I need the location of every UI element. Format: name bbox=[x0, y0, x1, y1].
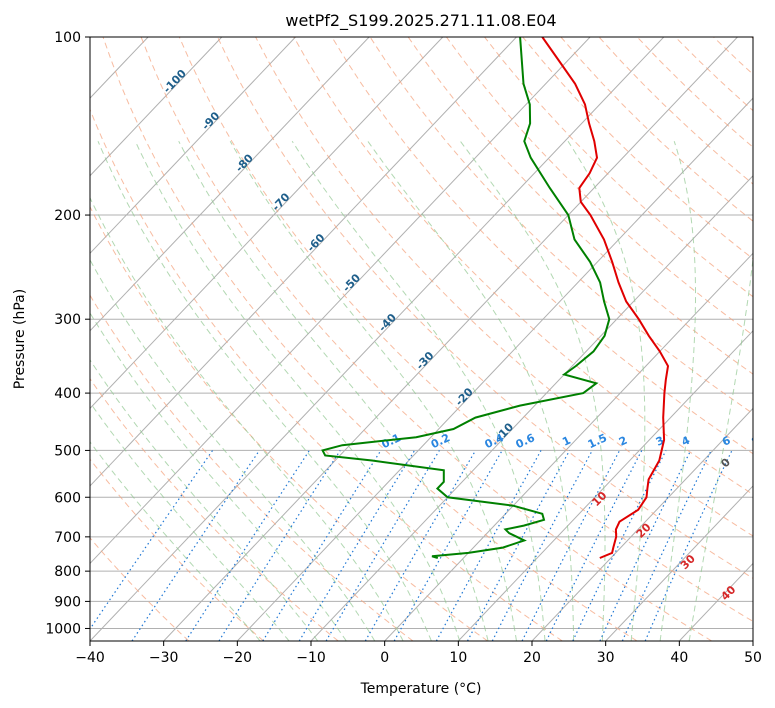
dry-adiabat-line bbox=[293, 37, 753, 496]
dry-adiabat-line bbox=[331, 37, 753, 455]
mixing-ratio-line bbox=[572, 450, 667, 641]
x-tick-label: 0 bbox=[380, 650, 389, 666]
x-tick-label: 40 bbox=[670, 650, 688, 666]
isotherm-line bbox=[752, 640, 753, 641]
y-tick-label: 100 bbox=[54, 30, 81, 46]
plot-frame bbox=[89, 36, 754, 642]
mixing-ratio-line bbox=[90, 450, 214, 631]
dry-adiabat-line bbox=[178, 37, 753, 622]
moist-adiabat-line bbox=[90, 401, 290, 641]
plot-area: -100-90-80-70-60-50-40-30-20-1000.1 0.2 0.… bbox=[0, 37, 762, 641]
moist-adiabat-line bbox=[90, 258, 376, 641]
mixing-ratio-line bbox=[218, 450, 341, 641]
dry-adiabat-line bbox=[140, 37, 712, 641]
y-axis-ticks: 100 200 300 400 500 600 700 800 900 1000 bbox=[45, 30, 90, 637]
moist-adiabat-line bbox=[90, 312, 347, 641]
moist-adiabat-line bbox=[291, 140, 546, 641]
mixing-ratio-line bbox=[298, 450, 416, 641]
temperature-profile-line bbox=[541, 37, 670, 559]
moist-adiabat-line bbox=[367, 140, 575, 641]
dry-adiabat-line bbox=[90, 108, 563, 641]
y-tick-label: 900 bbox=[54, 594, 81, 610]
x-tick-label: −10 bbox=[296, 650, 326, 666]
isotherm-line bbox=[236, 97, 753, 641]
dry-adiabat-line bbox=[102, 37, 638, 641]
dry-adiabat-line bbox=[217, 37, 753, 579]
dry-adiabat-line bbox=[751, 37, 753, 39]
moist-adiabat-lines bbox=[90, 140, 753, 641]
mixing-ratio-line bbox=[599, 450, 692, 641]
isotherm-lines bbox=[0, 37, 753, 641]
y-tick-label: 1000 bbox=[45, 621, 81, 637]
isotherm-line bbox=[0, 37, 1, 641]
dry-adiabat-line bbox=[445, 37, 753, 336]
dry-adiabat-line bbox=[90, 458, 264, 641]
moist-adiabat-line bbox=[178, 140, 489, 641]
x-tick-label: 20 bbox=[523, 650, 541, 666]
isotherm-line bbox=[90, 37, 223, 177]
dewpoint-profile-line bbox=[321, 37, 611, 559]
mixing-ratio-label: 8 bbox=[750, 434, 762, 449]
dry-adiabat-line bbox=[90, 294, 414, 641]
x-tick-label: 50 bbox=[744, 650, 762, 666]
x-axis-ticks: −40 −30 −20 −10 0 10 20 30 40 50 bbox=[75, 641, 762, 666]
y-tick-label: 500 bbox=[54, 443, 81, 459]
x-tick-label: −30 bbox=[149, 650, 179, 666]
y-tick-label: 400 bbox=[54, 386, 81, 402]
dry-adiabat-lines bbox=[90, 37, 753, 641]
moist-adiabat-line bbox=[134, 140, 461, 641]
mixing-ratio-line bbox=[435, 450, 542, 641]
x-tick-label: −40 bbox=[75, 650, 105, 666]
dry-adiabat-line bbox=[407, 37, 753, 375]
isotherm-line bbox=[90, 37, 370, 332]
y-tick-label: 600 bbox=[54, 490, 81, 506]
x-tick-label: −20 bbox=[223, 650, 253, 666]
y-tick-label: 200 bbox=[54, 208, 81, 224]
isotherm-line bbox=[90, 37, 296, 255]
isotherm-line bbox=[384, 252, 753, 641]
mixing-ratio-line bbox=[185, 450, 310, 641]
dry-adiabat-line bbox=[90, 537, 190, 641]
isotherm-line bbox=[90, 37, 444, 410]
mixing-ratio-line bbox=[621, 450, 712, 641]
moist-adiabat-line bbox=[459, 140, 606, 641]
dry-adiabat-line bbox=[90, 205, 488, 641]
moist-adiabat-line bbox=[659, 141, 696, 641]
y-tick-label: 800 bbox=[54, 564, 81, 580]
mixing-ratio-line bbox=[131, 450, 260, 641]
mixing-ratio-line bbox=[466, 450, 571, 641]
moist-adiabat-line bbox=[90, 441, 261, 641]
moist-adiabat-line bbox=[688, 254, 753, 641]
moist-adiabat-line bbox=[90, 196, 404, 641]
moist-adiabat-line bbox=[229, 140, 517, 641]
x-tick-label: 10 bbox=[449, 650, 467, 666]
x-axis-label: Temperature (°C) bbox=[360, 681, 482, 697]
mixing-ratio-lines bbox=[90, 450, 733, 641]
y-tick-label: 300 bbox=[54, 312, 81, 328]
isotherm-line bbox=[90, 37, 591, 565]
dry-adiabat-line bbox=[369, 37, 753, 415]
mixing-ratio-line bbox=[325, 450, 440, 641]
y-axis-label: Pressure (hPa) bbox=[12, 289, 28, 389]
isotherm-line bbox=[90, 37, 517, 487]
chart-title: wetPf2_S199.2025.271.11.08.E04 bbox=[285, 11, 556, 31]
x-tick-label: 30 bbox=[597, 650, 615, 666]
mixing-ratio-line bbox=[545, 450, 643, 641]
moist-adiabat-line bbox=[97, 141, 432, 641]
dry-adiabat-line bbox=[90, 377, 339, 641]
y-tick-label: 700 bbox=[54, 530, 81, 546]
isotherm-line bbox=[605, 485, 753, 641]
isotherm-line bbox=[163, 37, 738, 641]
dry-adiabat-line bbox=[255, 37, 753, 537]
isotherm-line bbox=[457, 330, 753, 641]
mixing-ratio-line bbox=[262, 450, 382, 641]
isotherm-line bbox=[531, 407, 753, 641]
isotherm-line bbox=[90, 37, 665, 641]
